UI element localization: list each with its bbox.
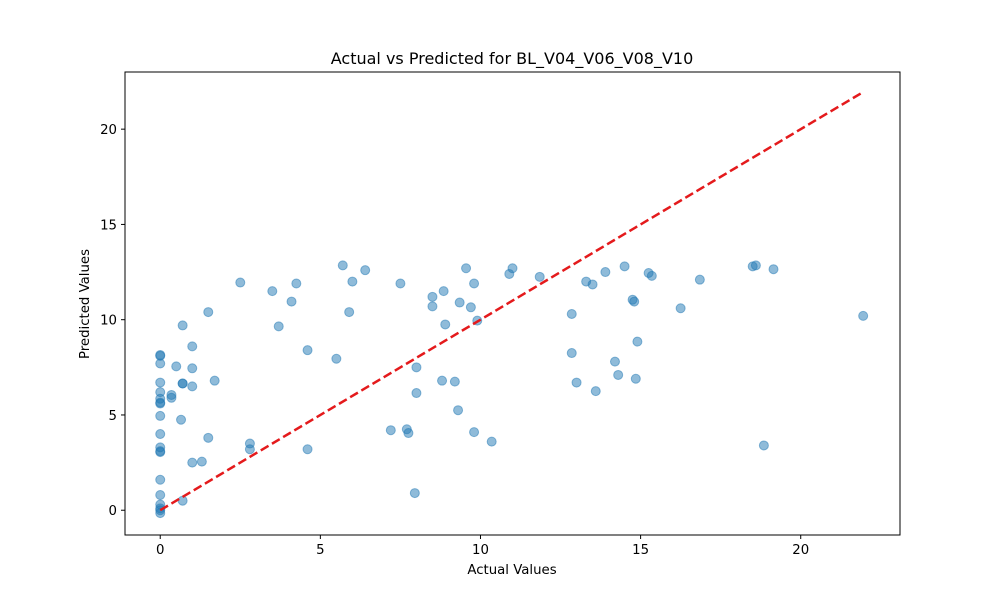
- data-point: [155, 410, 166, 421]
- data-point: [155, 474, 166, 485]
- data-point: [411, 388, 422, 399]
- data-point: [235, 277, 246, 288]
- y-axis-label: Predicted Values: [78, 249, 93, 359]
- data-point: [469, 278, 480, 289]
- x-axis-ticks: 0 5 10 15 20: [156, 535, 809, 558]
- data-point: [155, 508, 166, 519]
- data-point: [291, 278, 302, 289]
- data-point: [360, 265, 371, 276]
- data-point: [385, 425, 396, 436]
- data-point: [187, 457, 198, 468]
- data-point: [244, 444, 255, 455]
- data-point: [609, 356, 620, 367]
- data-point: [534, 271, 545, 282]
- data-point: [409, 488, 420, 499]
- data-point: [427, 301, 438, 312]
- data-point: [694, 274, 705, 285]
- x-tick-label: 20: [792, 543, 809, 558]
- data-point: [187, 363, 198, 374]
- reference-line-layer: [159, 90, 864, 512]
- data-point: [411, 362, 422, 373]
- reference-line: [159, 90, 864, 512]
- data-point: [209, 375, 220, 386]
- x-tick-label: 0: [156, 543, 164, 558]
- data-point: [587, 279, 598, 290]
- data-point: [155, 358, 166, 369]
- data-point: [177, 378, 188, 389]
- data-point: [486, 436, 497, 447]
- data-point: [566, 348, 577, 359]
- data-point: [344, 307, 355, 318]
- data-point: [155, 429, 166, 440]
- chart-title: Actual vs Predicted for BL_V04_V06_V08_V…: [331, 49, 694, 69]
- data-point: [267, 286, 278, 297]
- data-point: [465, 302, 476, 313]
- data-point: [469, 427, 480, 438]
- data-point: [177, 495, 188, 506]
- data-point: [507, 263, 518, 274]
- y-tick-label: 0: [109, 504, 117, 519]
- data-point: [613, 369, 624, 380]
- data-point: [646, 270, 657, 281]
- data-point: [187, 381, 198, 392]
- data-point: [196, 456, 207, 467]
- data-point: [630, 373, 641, 384]
- data-point: [302, 345, 313, 356]
- data-point: [449, 376, 460, 387]
- data-point: [600, 267, 611, 278]
- data-point: [454, 297, 465, 308]
- data-point: [858, 310, 869, 321]
- points-layer: [155, 260, 869, 519]
- data-point: [203, 432, 214, 443]
- data-point: [337, 260, 348, 271]
- data-point: [155, 377, 166, 388]
- data-point: [176, 414, 187, 425]
- x-tick-label: 5: [316, 543, 324, 558]
- data-point: [453, 405, 464, 416]
- y-axis-ticks: 0 5 10 15 20: [100, 123, 125, 519]
- data-point: [177, 320, 188, 331]
- data-point: [427, 291, 438, 302]
- data-point: [675, 303, 686, 314]
- data-point: [632, 336, 643, 347]
- data-point: [273, 321, 284, 332]
- data-point: [155, 398, 166, 409]
- data-point: [203, 307, 214, 318]
- data-point: [286, 296, 297, 307]
- data-point: [171, 361, 182, 372]
- data-point: [566, 308, 577, 319]
- y-tick-label: 15: [100, 218, 117, 233]
- data-point: [347, 276, 358, 287]
- x-tick-label: 15: [632, 543, 649, 558]
- y-tick-label: 5: [109, 409, 117, 424]
- y-tick-label: 10: [100, 314, 117, 329]
- data-point: [166, 392, 177, 403]
- plot-frame: [124, 71, 901, 536]
- data-point: [155, 447, 166, 458]
- data-point: [619, 261, 630, 272]
- data-point: [155, 489, 166, 500]
- data-point: [187, 341, 198, 352]
- y-tick-label: 20: [100, 123, 117, 138]
- data-point: [750, 260, 761, 271]
- data-point: [571, 377, 582, 388]
- x-tick-label: 10: [472, 543, 489, 558]
- x-axis-label: Actual Values: [467, 563, 556, 578]
- data-point: [437, 375, 448, 386]
- data-point: [440, 319, 451, 330]
- data-point: [590, 386, 601, 397]
- data-point: [461, 263, 472, 274]
- data-point: [768, 264, 779, 275]
- data-point: [758, 440, 769, 451]
- data-point: [331, 353, 342, 364]
- data-point: [438, 286, 449, 297]
- data-point: [629, 296, 640, 307]
- data-point: [302, 444, 313, 455]
- data-point: [403, 428, 414, 439]
- data-point: [395, 278, 406, 289]
